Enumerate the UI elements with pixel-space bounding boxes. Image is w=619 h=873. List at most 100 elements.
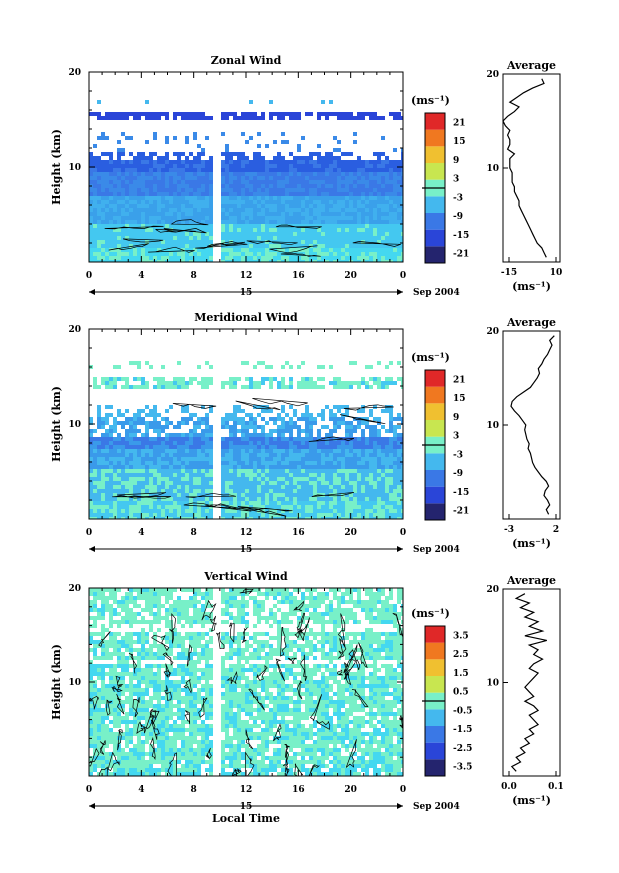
- colorbar-band: [425, 453, 445, 470]
- profile-x-tick-label: -3: [504, 525, 514, 535]
- x-tick-label: 20: [344, 271, 357, 281]
- day-arrow-left: [89, 803, 95, 809]
- day-label: 15: [240, 802, 253, 812]
- day-arrow-left: [89, 289, 95, 295]
- colorbar-tick-label: -1.5: [453, 725, 472, 735]
- date-label: Sep 2004: [413, 802, 460, 812]
- x-tick-label: 8: [191, 528, 197, 538]
- colorbar-band: [425, 246, 445, 263]
- day-arrow-right: [397, 289, 403, 295]
- colorbar-band: [425, 420, 445, 437]
- colorbar-unit: (ms⁻¹): [411, 351, 450, 364]
- x-tick-label: 20: [344, 528, 357, 538]
- colorbar-tick-label: 9: [453, 413, 459, 423]
- colorbar-band: [425, 113, 445, 130]
- colorbar-band: [425, 146, 445, 163]
- panel-zonal-wind: Zonal Wind 10 20 Height (km) 0 4 8 12 16 20 0 15 Sep…: [50, 54, 562, 298]
- wind-field-1: [89, 361, 403, 519]
- x-tick-label: 12: [240, 785, 253, 795]
- colorbar-band: [425, 676, 445, 693]
- y-tick-label: 20: [68, 325, 81, 335]
- y-tick-label: 20: [68, 68, 81, 78]
- x-axis-label: Local Time: [212, 812, 280, 825]
- colorbar-tick-label: -2.5: [453, 744, 472, 754]
- colorbar-tick-label: -15: [453, 488, 469, 498]
- x-tick-label: 0: [86, 528, 92, 538]
- day-label: 15: [240, 288, 253, 298]
- colorbar-band: [425, 370, 445, 387]
- colorbar-tick-label: -15: [453, 231, 469, 241]
- colorbar-band: [425, 213, 445, 230]
- colorbar-band: [425, 403, 445, 420]
- x-tick-label: 16: [292, 785, 305, 795]
- day-label: 15: [240, 545, 253, 555]
- colorbar-band: [425, 709, 445, 726]
- x-tick-label: 0: [400, 785, 406, 795]
- date-label: Sep 2004: [413, 288, 460, 298]
- colorbar-band: [425, 470, 445, 487]
- colorbar-band: [425, 503, 445, 520]
- x-tick-label: 4: [138, 785, 144, 795]
- y-tick-label: 10: [68, 678, 81, 688]
- date-label: Sep 2004: [413, 545, 460, 555]
- profile-x-label: (ms⁻¹): [512, 280, 551, 293]
- profile-frame: [502, 73, 561, 263]
- colorbar-tick-label: 15: [453, 137, 466, 147]
- colorbar-unit: (ms⁻¹): [411, 94, 450, 107]
- profile-x-tick-label: 0.1: [548, 782, 564, 792]
- panel-vertical-wind: Vertical Wind 10 20 Height (km) 0 4 8 12 16 20 0 15…: [50, 570, 564, 825]
- colorbar-band: [425, 129, 445, 147]
- y-tick-label: 10: [68, 420, 81, 430]
- profile-x-tick-label: 10: [550, 268, 563, 278]
- colorbar-tick-label: -9: [453, 469, 463, 479]
- profile-line: [502, 78, 547, 258]
- colorbar-band: [425, 642, 445, 660]
- profile-y-tick-label: 10: [486, 421, 499, 431]
- x-tick-label: 0: [400, 528, 406, 538]
- colorbar-tick-label: -3.5: [453, 763, 472, 773]
- colorbar-band: [425, 659, 445, 676]
- day-arrow-right: [397, 546, 403, 552]
- colorbar-band: [425, 196, 445, 213]
- colorbar-tick-label: 2.5: [453, 650, 469, 660]
- colorbar-tick-label: -21: [453, 250, 469, 260]
- profile-x-tick-label: -15: [501, 268, 517, 278]
- profile-x-tick-label: 0.0: [501, 782, 517, 792]
- colorbar-tick-label: -0.5: [453, 706, 472, 716]
- colorbar-tick-label: 21: [453, 375, 466, 385]
- colorbar-tick-label: 21: [453, 118, 466, 128]
- colorbar-tick-label: 3: [453, 432, 459, 442]
- colorbar-tick-label: 0.5: [453, 688, 469, 698]
- profile-y-tick-label: 20: [486, 585, 499, 595]
- colorbar-band: [425, 759, 445, 776]
- x-tick-label: 4: [138, 528, 144, 538]
- x-tick-label: 12: [240, 271, 253, 281]
- profile-line: [510, 335, 555, 515]
- wind-field-2: [89, 588, 403, 776]
- profile-title: Average: [506, 316, 556, 329]
- colorbar-tick-label: 3: [453, 175, 459, 185]
- y-axis-label: Height (km): [50, 644, 63, 720]
- chart-title: Meridional Wind: [194, 311, 298, 324]
- colorbar-band: [425, 386, 445, 404]
- wind-field-0: [89, 100, 403, 262]
- x-tick-label: 8: [191, 785, 197, 795]
- day-arrow-right: [397, 803, 403, 809]
- profile-frame: [502, 588, 561, 777]
- colorbar-band: [425, 626, 445, 643]
- colorbar-tick-label: -9: [453, 212, 463, 222]
- colorbar-band: [425, 486, 445, 504]
- colorbar-tick-label: 3.5: [453, 631, 469, 641]
- contour-lines-1: [112, 397, 394, 517]
- x-tick-label: 20: [344, 785, 357, 795]
- chart-title: Zonal Wind: [211, 54, 282, 67]
- profile-y-tick-label: 10: [486, 679, 499, 689]
- panel-meridional-wind: Meridional Wind 10 20 Height (km) 0 4 8 12 16 20 0…: [50, 311, 561, 555]
- chart-title: Vertical Wind: [203, 570, 288, 583]
- profile-y-tick-label: 20: [486, 327, 499, 337]
- profile-title: Average: [506, 59, 556, 72]
- x-tick-label: 0: [400, 271, 406, 281]
- colorbar-tick-label: 15: [453, 394, 466, 404]
- x-tick-label: 0: [86, 271, 92, 281]
